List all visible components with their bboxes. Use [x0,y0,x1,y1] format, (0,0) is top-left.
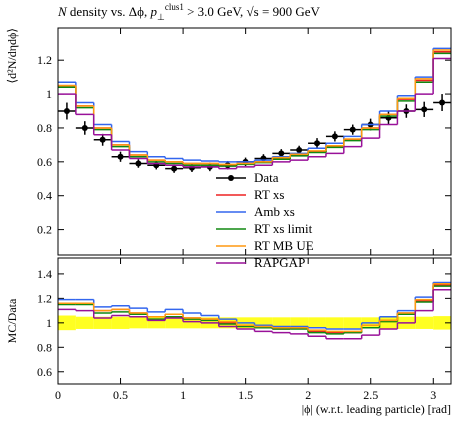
title-part: ⊥ [157,12,165,22]
legend-label: RT xs limit [254,221,313,236]
y-tick-label: 0.4 [37,189,52,203]
x-tick-label: 3 [430,388,436,402]
x-tick-label: 1 [180,388,186,402]
title-part: clus1 [165,2,184,12]
legend-label: Data [254,170,279,185]
chart-title: N density vs. Δϕ, p⊥clus1 > 3.0 GeV, √s … [57,2,320,22]
title-part: > 3.0 GeV, [184,4,247,19]
data-point [421,106,428,113]
title-part: p [150,4,158,19]
title-part: N [57,4,68,19]
y-tick-label: 1.2 [37,53,52,67]
uncertainty-band [379,316,398,329]
uncertainty-band [147,317,166,329]
uncertainty-band [111,316,130,329]
plot-frame [57,257,452,385]
data-point [439,99,446,106]
y-tick-label: 1.2 [37,291,52,305]
y-tick-label: 1 [46,316,52,330]
y-tick-label: 0.2 [37,223,52,237]
uncertainty-band [58,315,76,331]
y-tick-label: 0.6 [37,365,52,379]
plot-frame [57,27,452,256]
x-tick-label: 0.5 [113,388,128,402]
data-point [314,140,321,147]
x-tick-label: 2 [305,388,311,402]
uncertainty-band [183,317,201,329]
y-axis-label: ⟨d²N/dηdϕ⟩ [5,28,19,84]
uncertainty-band [272,317,291,329]
legend-swatch [228,175,234,181]
data-point [349,126,356,133]
title-part: = 900 GeV [259,4,321,19]
legend-label: RAPGAP [254,255,305,270]
data-point [296,146,303,153]
data-point [99,136,106,143]
y-tick-label: 1 [46,87,52,101]
y-tick-label: 1.4 [37,267,52,281]
y-tick-label: 0.8 [37,340,52,354]
data-point [117,153,124,160]
data-point [63,108,70,115]
title-part: √s [247,4,259,19]
legend-label: RT xs [254,187,284,202]
data-point [81,124,88,131]
uncertainty-band [433,316,451,330]
uncertainty-band [254,317,273,329]
uncertainty-band [325,317,344,329]
uncertainty-band [165,317,184,329]
uncertainty-band [290,317,309,329]
uncertainty-band [93,316,112,329]
uncertainty-band [75,316,94,329]
x-tick-label: 2.5 [363,388,378,402]
data-point [135,160,142,167]
x-tick-label: 1.5 [238,388,253,402]
y-axis-label: MC/Data [5,298,19,343]
title-part: density vs. Δϕ, [67,4,151,19]
x-tick-label: 0 [55,388,61,402]
legend-label: RT MB UE [254,238,314,253]
data-point [331,133,338,140]
data-point [278,150,285,157]
y-tick-label: 0.6 [37,155,52,169]
data-point [171,165,178,172]
x-axis-label: |ϕ| (w.r.t. leading particle) [rad] [302,402,451,416]
uncertainty-band [129,317,148,329]
y-tick-label: 0.8 [37,121,52,135]
legend-label: Amb xs [254,204,295,219]
uncertainty-band [415,316,434,329]
uncertainty-band [343,317,362,329]
uncertainty-band [308,317,326,329]
